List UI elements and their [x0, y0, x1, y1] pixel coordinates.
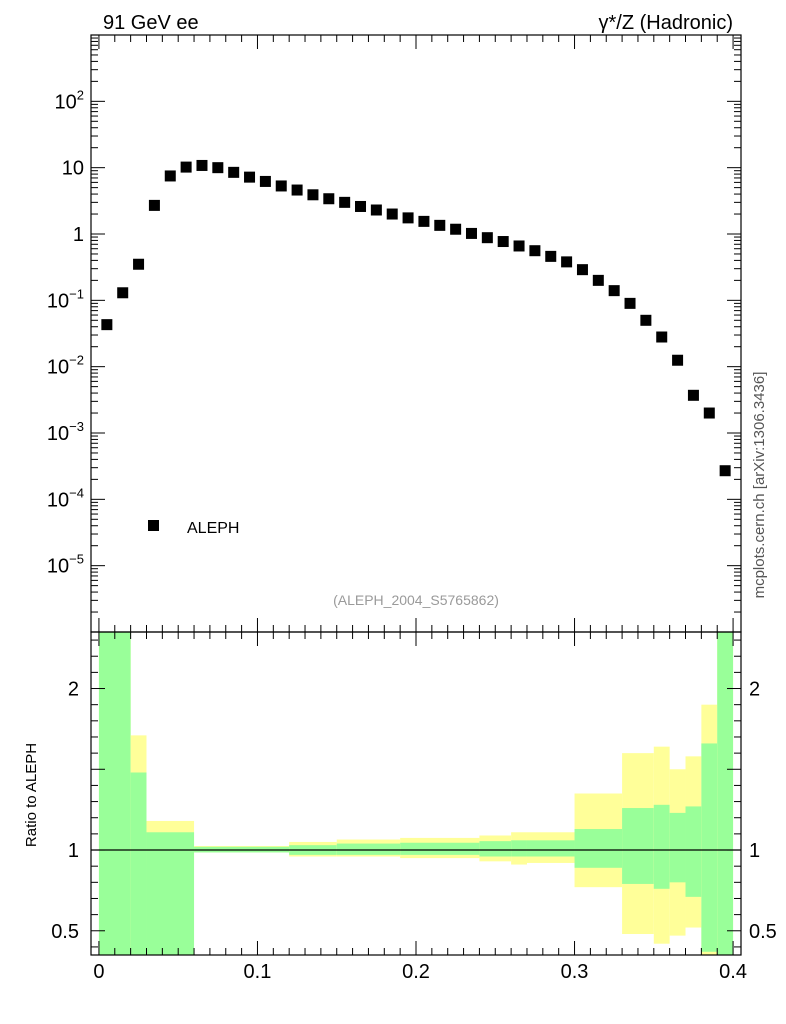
ratio-y-tick-label-right-0: 0.5: [749, 921, 777, 943]
aleph-data-point: [656, 331, 668, 343]
ratio-inner-band-11: [622, 808, 654, 884]
ratio-inner-band-9: [526, 840, 575, 857]
aleph-data-point: [275, 180, 287, 192]
ratio-inner-band-16: [717, 632, 734, 955]
main-y-tick-label-3: 10−2: [47, 353, 84, 379]
ratio-y-tick-label-right-1: 1: [749, 840, 760, 862]
aleph-data-point: [418, 215, 430, 227]
aleph-data-point: [513, 240, 525, 252]
aleph-data-point: [450, 223, 462, 235]
aleph-data-point: [481, 232, 493, 244]
ratio-inner-band-15: [701, 743, 718, 952]
ratio-bands: [98, 632, 734, 955]
aleph-data-point: [355, 200, 367, 212]
ratio-inner-band-2: [146, 832, 195, 955]
ratio-inner-band-5: [336, 843, 401, 855]
aleph-data-point: [244, 171, 256, 183]
aleph-data-point: [180, 161, 192, 173]
analysis-watermark: (ALEPH_2004_S5765862): [333, 592, 499, 608]
main-y-tick-label-6: 10: [62, 158, 84, 180]
aleph-data-point: [561, 256, 573, 268]
ratio-inner-band-10: [574, 829, 623, 868]
aleph-data-point: [164, 170, 176, 182]
aleph-data-point: [291, 184, 303, 196]
ratio-y-tick-label-left-2: 2: [68, 679, 79, 701]
main-y-tick-label-5: 1: [73, 224, 84, 246]
aleph-data-point: [323, 193, 335, 205]
main-y-tick-label-0: 10−5: [47, 552, 84, 578]
ratio-inner-band-7: [479, 841, 512, 857]
aleph-data-point: [148, 199, 160, 211]
aleph-data-point: [465, 227, 477, 239]
aleph-data-point: [386, 208, 398, 220]
ratio-inner-band-1: [130, 772, 147, 955]
x-tick-label-2: 0.2: [402, 961, 430, 983]
aleph-data-point: [339, 196, 351, 208]
aleph-data-point: [592, 274, 604, 286]
main-y-tick-label-1: 10−4: [47, 485, 84, 511]
aleph-data-point: [307, 189, 319, 201]
aleph-data-point: [434, 219, 446, 231]
legend-marker: [148, 520, 159, 531]
ratio-y-tick-label-right-2: 2: [749, 679, 760, 701]
aleph-data-point: [228, 166, 240, 178]
aleph-data-point: [259, 175, 271, 187]
ratio-y-axis-label: Ratio to ALEPH: [23, 743, 40, 847]
ratio-inner-band-14: [685, 806, 702, 897]
main-y-ticks: [91, 34, 741, 633]
aleph-data-point: [608, 285, 620, 297]
aleph-data-point: [212, 162, 224, 174]
aleph-data-point: [576, 264, 588, 276]
x-tick-label-0: 0: [93, 961, 104, 983]
aleph-data-point: [640, 314, 652, 326]
ratio-inner-band-8: [511, 840, 527, 857]
ratio-inner-band-0: [98, 632, 131, 955]
aleph-data-point: [497, 236, 509, 248]
x-tick-label-1: 0.1: [244, 961, 272, 983]
aleph-data-point: [196, 159, 208, 171]
aleph-data-point: [545, 250, 557, 262]
main-y-tick-label-2: 10−3: [47, 419, 84, 445]
x-tick-label-4: 0.4: [719, 961, 747, 983]
legend-label: ALEPH: [187, 520, 239, 537]
title-left: 91 GeV ee: [103, 12, 199, 34]
aleph-data-point: [703, 407, 715, 419]
ratio-y-tick-label-left-0: 0.5: [51, 921, 79, 943]
aleph-data-points: [101, 159, 731, 477]
ratio-inner-band-13: [669, 812, 686, 883]
ratio-inner-band-6: [400, 842, 480, 855]
aleph-data-point: [529, 245, 541, 257]
main-y-tick-label-7: 102: [55, 87, 84, 113]
title-right: γ*/Z (Hadronic): [599, 12, 733, 34]
x-ticks: [98, 35, 734, 955]
aleph-data-point: [719, 465, 731, 477]
x-tick-label-3: 0.3: [561, 961, 589, 983]
main-plot-frame: [90, 34, 742, 633]
aleph-data-point: [624, 297, 636, 309]
aleph-data-point: [672, 354, 684, 366]
main-y-tick-label-4: 10−1: [47, 286, 84, 312]
mcplots-side-label: mcplots.cern.ch [arXiv:1306.3436]: [751, 372, 768, 599]
aleph-data-point: [117, 287, 129, 299]
aleph-data-point: [133, 258, 145, 270]
ratio-y-tick-label-left-1: 1: [68, 840, 79, 862]
aleph-data-point: [370, 204, 382, 216]
aleph-data-point: [402, 212, 414, 224]
ratio-inner-band-12: [653, 804, 670, 889]
ratio-y-ticks: [91, 639, 741, 948]
aleph-data-point: [101, 319, 113, 331]
aleph-data-point: [687, 389, 699, 401]
